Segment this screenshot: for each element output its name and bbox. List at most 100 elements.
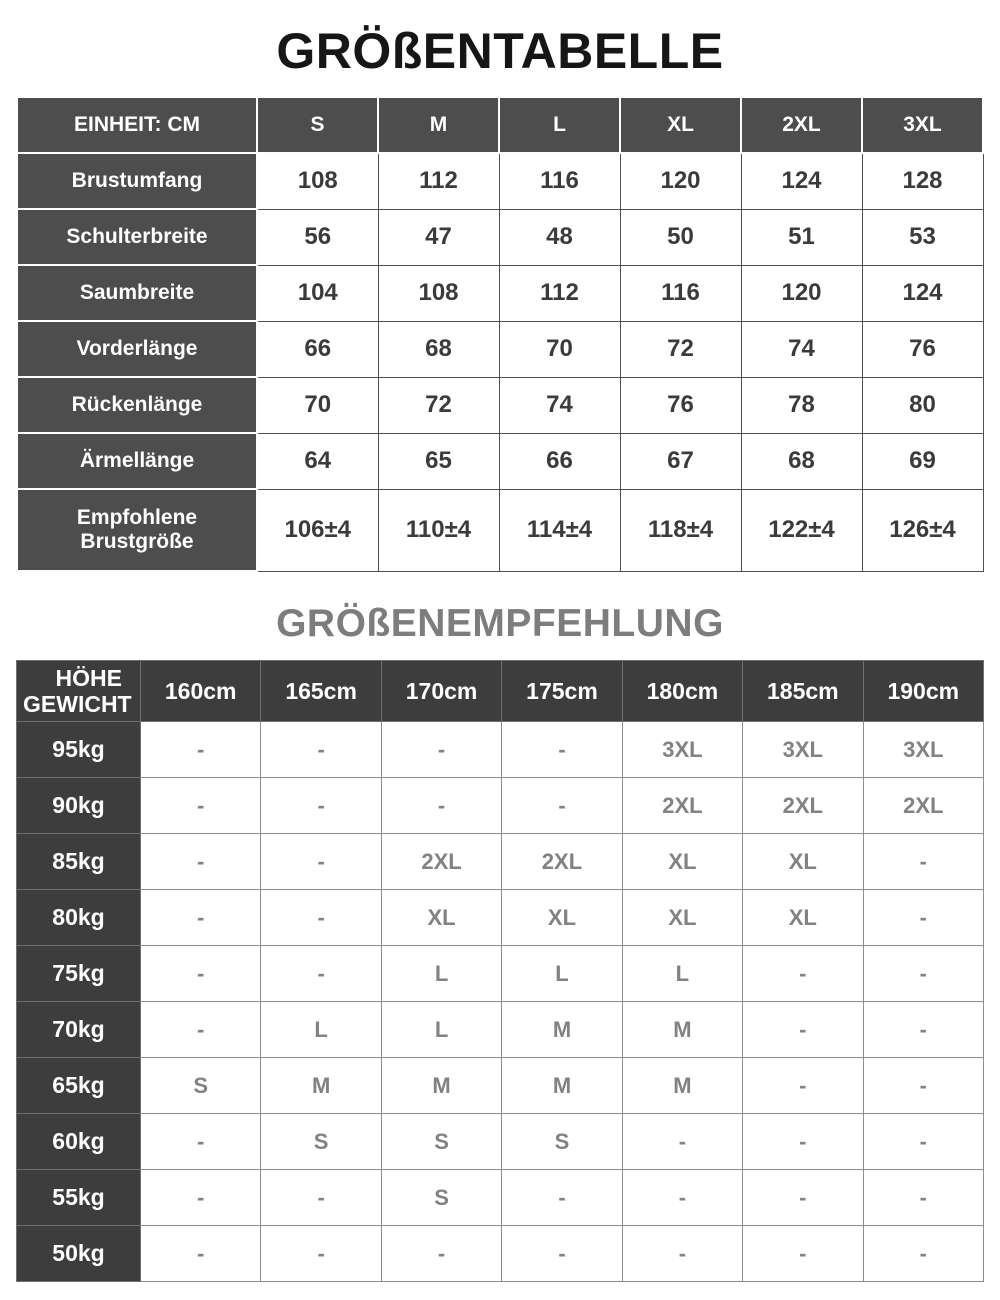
measurement-value-cell: 66 [256,320,379,378]
measurement-value-cell: 70 [256,376,379,434]
height-column-header: 190cm [862,660,985,722]
weight-label-cell: 85kg [16,833,141,890]
measurement-value-cell: 68 [740,432,863,490]
recommendation-title: GRÖßENEMPFEHLUNG [276,602,724,645]
recommended-size-cell: - [742,1057,864,1114]
size-table-header-row: EINHEIT: CM S M L XL 2XL 3XL [16,96,984,154]
recommended-size-cell: M [501,1001,623,1058]
measurement-value-cell: 106±4 [256,488,379,572]
recommended-size-cell: - [501,777,623,834]
weight-label-cell: 65kg [16,1057,141,1114]
height-column-header: 170cm [380,660,503,722]
recommended-size-cell: - [139,1225,262,1282]
recommended-size-cell: - [139,721,262,778]
measurement-value-cell: 53 [861,208,984,266]
weight-label-cell: 75kg [16,945,141,1002]
size-table-row: Ärmellänge 64 65 66 67 68 69 [16,432,984,490]
recommended-size-cell: - [139,777,262,834]
recommended-size-cell: XL [742,833,864,890]
recommended-size-cell: - [139,945,262,1002]
size-table-row: Schulterbreite 56 47 48 50 51 53 [16,208,984,266]
measurement-label-cell: Saumbreite [16,264,258,322]
recommended-size-cell: - [260,1225,382,1282]
recommended-size-cell: S [380,1169,503,1226]
recommended-size-cell: 3XL [862,721,985,778]
recommended-size-cell: L [380,1001,503,1058]
recommendation-row: 85kg - -2XL 2XL XL XL - [16,833,985,890]
recommended-size-cell: XL [501,889,623,946]
size-table: EINHEIT: CM S M L XL 2XL 3XL Brustumfang 108 112… [16,96,984,572]
recommended-size-cell: S [380,1113,503,1170]
recommended-size-cell: - [742,945,864,1002]
measurement-value-cell: 120 [740,264,863,322]
recommended-size-cell: - [380,721,503,778]
recommended-size-cell: 2XL [742,777,864,834]
measurement-value-cell: 50 [619,208,742,266]
recommended-size-cell: - [139,1113,262,1170]
recommended-size-cell: 2XL [501,833,623,890]
size-table-row: Saumbreite 104 108 112 116 120 124 [16,264,984,322]
weight-label-cell: 55kg [16,1169,141,1226]
recommended-size-cell: XL [621,833,744,890]
recommended-size-cell: - [501,721,623,778]
recommended-size-cell: 2XL [621,777,744,834]
recommended-size-cell: M [621,1001,744,1058]
measurement-value-cell: 110±4 [377,488,500,572]
size-table-row: Vorderlänge 66 68 70 72 74 76 [16,320,984,378]
recommended-size-cell: - [260,889,382,946]
recommended-size-cell: - [862,1057,985,1114]
size-table-row: Brustumfang 108 112 116 120 124 128 [16,152,984,210]
recommendation-row: 70kg - L L M M - - [16,1001,985,1058]
recommendation-table-body: 95kg - - - -3XL 3XL 3XL 90kg - - - -2XL 2XL 2XL 85kg - -… [16,721,985,1282]
recommended-size-cell: - [862,889,985,946]
measurement-value-cell: 104 [256,264,379,322]
recommendation-row: 90kg - - - -2XL 2XL 2XL [16,777,985,834]
recommended-size-cell: - [260,833,382,890]
size-column-header: S [256,96,379,154]
size-table-title: GRÖßENTABELLE [276,23,724,79]
recommended-size-cell: M [621,1057,744,1114]
recommendation-row: 95kg - - - -3XL 3XL 3XL [16,721,985,778]
recommended-size-cell: - [139,1169,262,1226]
recommended-size-cell: - [501,1225,623,1282]
measurement-value-cell: 116 [619,264,742,322]
measurement-value-cell: 78 [740,376,863,434]
weight-label-cell: 60kg [16,1113,141,1170]
recommended-size-cell: - [501,1169,623,1226]
recommended-size-cell: 2XL [380,833,503,890]
unit-label-cell: EINHEIT: CM [16,96,258,154]
recommended-size-cell: S [501,1113,623,1170]
weight-label-cell: 90kg [16,777,141,834]
measurement-value-cell: 72 [377,376,500,434]
recommended-size-cell: M [501,1057,623,1114]
measurement-value-cell: 56 [256,208,379,266]
measurement-value-cell: 66 [498,432,621,490]
recommended-size-cell: - [260,777,382,834]
measurement-value-cell: 69 [861,432,984,490]
recommended-size-cell: - [742,1169,864,1226]
recommended-size-cell: - [862,1001,985,1058]
recommended-size-cell: S [260,1113,382,1170]
recommendation-row: 60kg - S S S - - - [16,1113,985,1170]
measurement-value-cell: 74 [740,320,863,378]
measurement-value-cell: 108 [377,264,500,322]
weight-label-cell: 80kg [16,889,141,946]
measurement-value-cell: 108 [256,152,379,210]
weight-label-cell: 95kg [16,721,141,778]
measurement-value-cell: 74 [498,376,621,434]
recommendation-row: 65kg S M M M M - - [16,1057,985,1114]
size-column-header: 2XL [740,96,863,154]
recommended-size-cell: - [621,1113,744,1170]
measurement-label-cell: Empfohlene Brustgröße [16,488,258,572]
measurement-value-cell: 124 [740,152,863,210]
recommended-size-cell: - [260,945,382,1002]
height-column-header: 165cm [260,660,382,722]
recommended-size-cell: - [742,1001,864,1058]
recommended-size-cell: - [742,1225,864,1282]
measurement-value-cell: 122±4 [740,488,863,572]
recommended-size-cell: 2XL [862,777,985,834]
size-table-row: Empfohlene Brustgröße 106±4 110±4 114±4 118±… [16,488,984,572]
recommended-size-cell: - [862,833,985,890]
recommended-size-cell: L [621,945,744,1002]
